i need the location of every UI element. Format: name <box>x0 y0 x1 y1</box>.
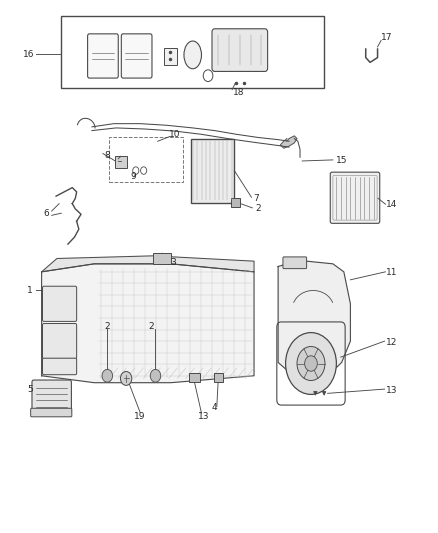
Polygon shape <box>42 256 254 272</box>
FancyBboxPatch shape <box>212 29 268 71</box>
Bar <box>153 253 171 264</box>
Text: 10: 10 <box>169 130 180 139</box>
Text: 2: 2 <box>256 205 261 213</box>
Text: 6: 6 <box>43 209 49 217</box>
Text: 1: 1 <box>27 286 33 295</box>
FancyBboxPatch shape <box>330 172 380 223</box>
Circle shape <box>102 369 113 382</box>
Text: 15: 15 <box>336 157 347 165</box>
Bar <box>164 48 177 65</box>
Circle shape <box>120 372 132 385</box>
Bar <box>109 137 183 182</box>
Ellipse shape <box>184 41 201 69</box>
Text: 18: 18 <box>233 88 244 97</box>
Text: 5: 5 <box>27 385 33 393</box>
Circle shape <box>286 333 336 394</box>
Text: 7: 7 <box>253 194 259 203</box>
Bar <box>214 373 223 382</box>
Text: 2: 2 <box>105 322 110 330</box>
Text: 13: 13 <box>198 413 209 421</box>
FancyBboxPatch shape <box>42 286 77 321</box>
FancyBboxPatch shape <box>32 380 71 414</box>
Text: 17: 17 <box>381 33 392 42</box>
Text: 4: 4 <box>212 403 217 412</box>
FancyBboxPatch shape <box>88 34 118 78</box>
Bar <box>231 198 240 207</box>
Text: 11: 11 <box>386 269 398 277</box>
Circle shape <box>150 369 161 382</box>
Text: 16: 16 <box>23 50 34 59</box>
FancyBboxPatch shape <box>42 358 77 375</box>
Bar <box>115 156 127 168</box>
Text: 14: 14 <box>386 200 398 208</box>
Polygon shape <box>278 261 350 378</box>
Polygon shape <box>42 264 254 383</box>
Text: 19: 19 <box>134 413 146 421</box>
FancyBboxPatch shape <box>31 408 72 417</box>
Text: 8: 8 <box>104 151 110 160</box>
Polygon shape <box>280 136 297 148</box>
Bar <box>191 139 234 203</box>
Text: 3: 3 <box>170 258 176 266</box>
Text: 2: 2 <box>148 322 154 330</box>
Text: 12: 12 <box>386 338 398 346</box>
Circle shape <box>297 346 325 381</box>
Text: 13: 13 <box>386 386 398 394</box>
FancyBboxPatch shape <box>121 34 152 78</box>
Circle shape <box>304 356 317 371</box>
Text: 9: 9 <box>131 173 137 181</box>
FancyBboxPatch shape <box>42 324 77 359</box>
Bar <box>189 373 200 382</box>
Bar <box>61 16 324 88</box>
FancyBboxPatch shape <box>283 257 307 269</box>
